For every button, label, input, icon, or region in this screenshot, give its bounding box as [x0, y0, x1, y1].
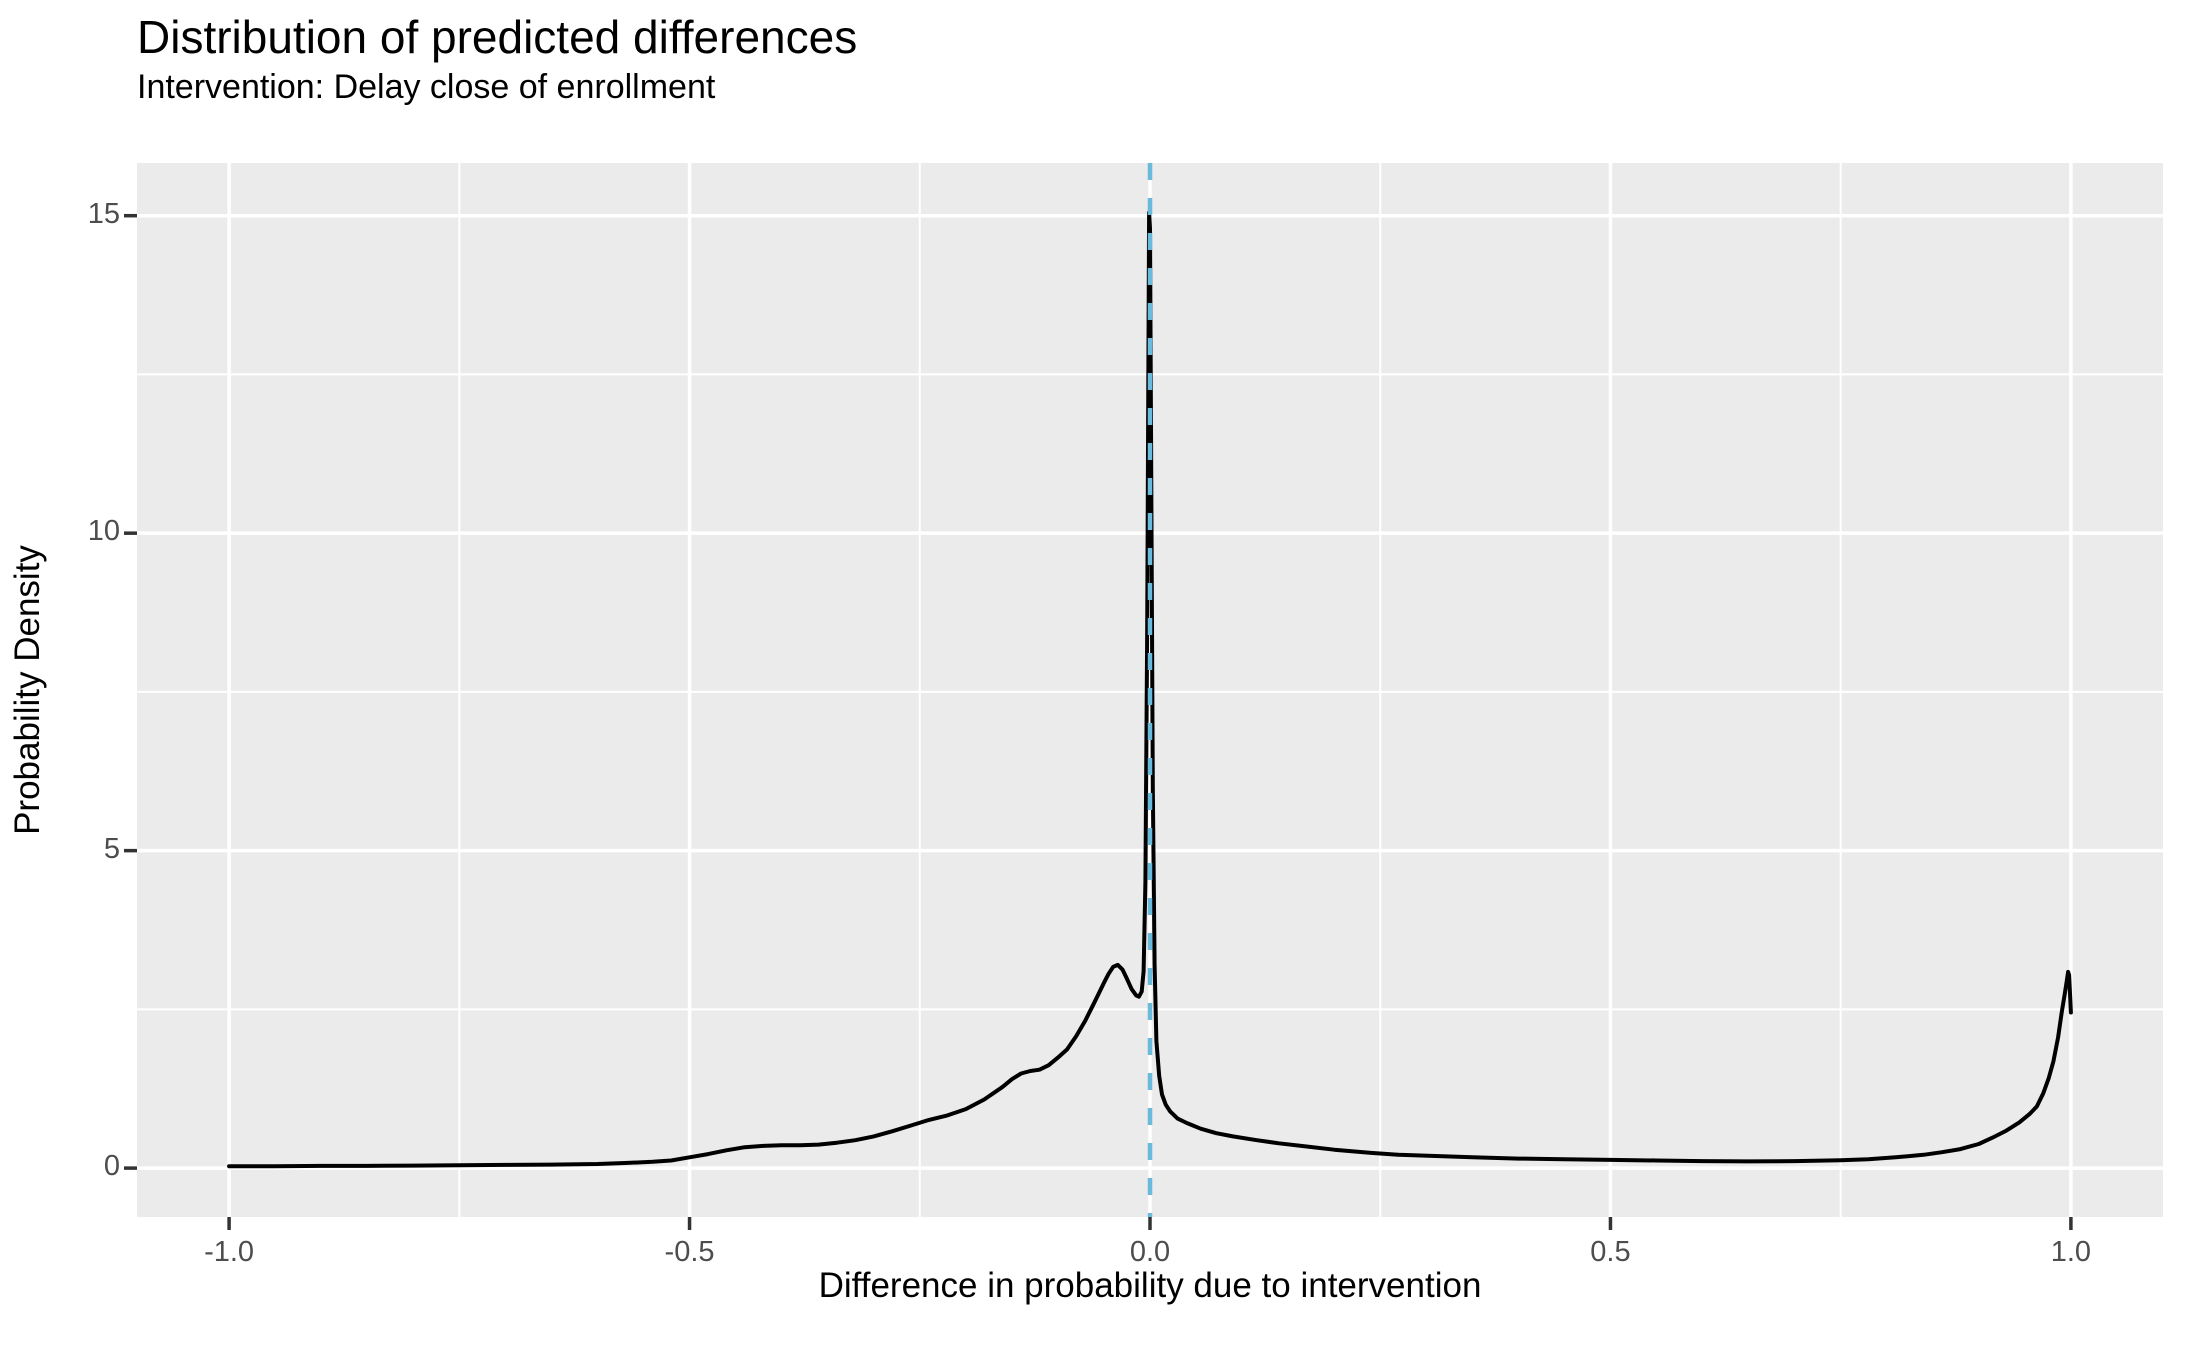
plot-title: Distribution of predicted differences: [137, 11, 858, 63]
x-tick-label: -0.5: [664, 1236, 715, 1268]
y-tick-label: 10: [87, 515, 120, 548]
plot-subtitle: Intervention: Delay close of enrollment: [137, 68, 716, 106]
x-tick-label: 0.0: [1129, 1236, 1171, 1268]
x-tick-label: -1.0: [204, 1236, 255, 1268]
y-tick-label: 0: [103, 1149, 120, 1182]
x-axis-title: Difference in probability due to interve…: [818, 1266, 1482, 1305]
y-tick-label: 5: [103, 832, 120, 865]
x-tick-label: 1.0: [2050, 1236, 2092, 1268]
y-tick-label: 15: [87, 197, 120, 230]
density-curve: [227, 210, 2073, 1169]
y-axis-title: Probability Density: [8, 545, 47, 835]
x-tick-label: 0.5: [1590, 1236, 1631, 1268]
